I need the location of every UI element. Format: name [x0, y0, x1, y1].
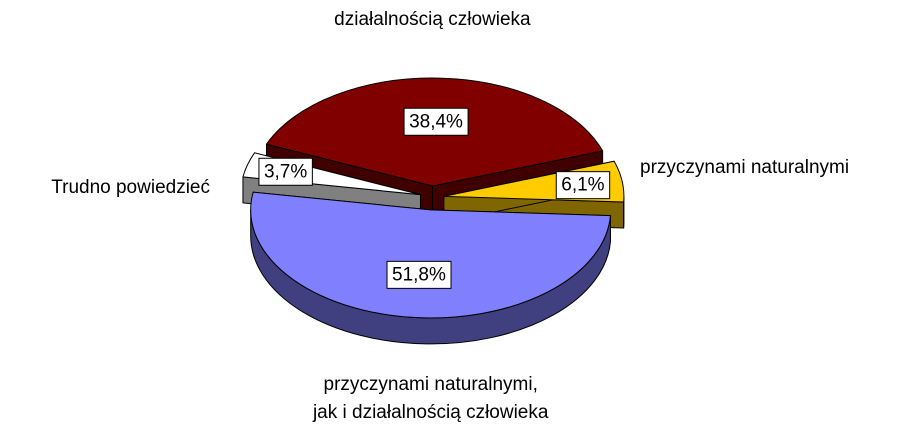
category-label: przyczynami naturalnymi	[640, 157, 849, 178]
category-label: działalnością człowieka	[334, 9, 531, 30]
category-label: Trudno powiedzieć	[51, 177, 210, 198]
value-label: 6,1%	[561, 175, 604, 196]
value-label: 3,7%	[264, 161, 307, 182]
value-label-box	[386, 260, 452, 289]
value-label-box	[258, 157, 313, 186]
value-label-box	[555, 171, 611, 200]
value-label-box	[403, 107, 469, 136]
slice-top	[250, 191, 611, 319]
value-label: 51,8%	[392, 264, 446, 285]
category-label: przyczynami naturalnymi, jak i działalnoś…	[312, 374, 549, 423]
pie-slice	[250, 191, 611, 345]
value-label: 38,4%	[409, 111, 463, 132]
